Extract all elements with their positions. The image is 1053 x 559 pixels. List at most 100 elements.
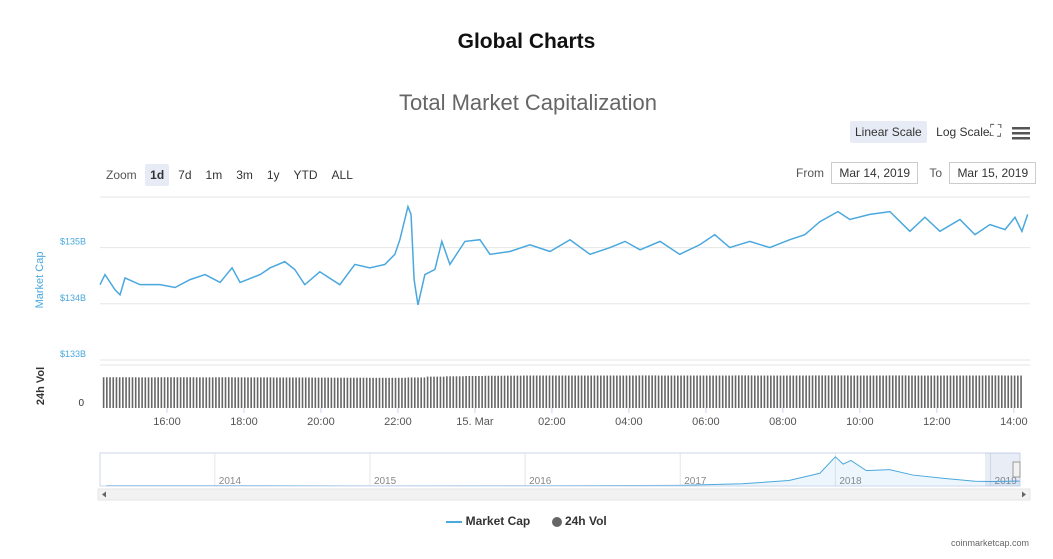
volume-bar xyxy=(628,375,631,408)
volume-bar xyxy=(304,377,307,408)
zoom-button[interactable]: 3m xyxy=(236,168,253,182)
volume-bar xyxy=(872,375,875,408)
zoom-button[interactable]: 1y xyxy=(266,168,280,182)
volume-bar xyxy=(638,375,641,408)
volume-bar xyxy=(920,375,923,408)
volume-bar xyxy=(234,377,236,408)
volume-bar xyxy=(211,377,214,408)
volume-bar xyxy=(208,377,211,408)
volume-bar xyxy=(510,375,512,408)
volume-bar xyxy=(446,376,448,408)
navigator-handle[interactable] xyxy=(1012,461,1021,478)
volume-bar xyxy=(975,375,977,408)
volume-bar xyxy=(895,375,897,408)
volume-bar xyxy=(381,377,384,408)
volume-bar xyxy=(644,375,647,408)
x-tick-label: 22:00 xyxy=(384,416,412,428)
volume-bar xyxy=(144,377,147,408)
volume-bar xyxy=(288,377,291,408)
zoom-button[interactable]: 1m xyxy=(205,168,223,182)
volume-bar xyxy=(904,375,907,408)
legend-item[interactable]: Market Cap xyxy=(446,514,530,528)
range-controls: From Mar 14, 2019 To Mar 15, 2019 xyxy=(796,162,1037,184)
volume-bar xyxy=(545,375,548,408)
volume-bar xyxy=(526,375,528,408)
volume-bar xyxy=(535,375,538,408)
y-tick-label: 0 xyxy=(78,398,84,409)
volume-bar xyxy=(532,375,535,408)
volume-bar xyxy=(340,377,342,408)
volume-bar xyxy=(1017,375,1019,408)
volume-bar xyxy=(417,377,419,408)
x-tick-label: 16:00 xyxy=(153,416,181,428)
volume-bar xyxy=(369,377,371,408)
volume-bar xyxy=(968,375,971,408)
volume-bar xyxy=(792,375,795,408)
log-scale-button[interactable]: Log Scale xyxy=(936,125,990,139)
volume-bar xyxy=(365,377,368,408)
volume-bar xyxy=(468,375,471,408)
to-input[interactable]: Mar 15, 2019 xyxy=(949,162,1037,184)
volume-bar xyxy=(705,375,708,408)
volume-bar xyxy=(311,377,313,408)
volume-bar xyxy=(349,377,352,408)
volume-bar xyxy=(183,377,185,408)
from-input[interactable]: Mar 14, 2019 xyxy=(831,162,919,184)
scroll-left[interactable] xyxy=(102,491,106,498)
volume-bar xyxy=(837,375,840,408)
legend-item[interactable]: 24h Vol xyxy=(551,514,607,528)
zoom-button[interactable]: 7d xyxy=(178,168,192,182)
menu-icon[interactable] xyxy=(1012,127,1030,141)
volume-bar xyxy=(721,375,724,408)
navigator-tick-label: 2014 xyxy=(219,476,242,487)
volume-bar xyxy=(199,377,201,408)
zoom-button[interactable]: YTD xyxy=(293,168,318,182)
volume-bar xyxy=(798,375,801,408)
volume-bar xyxy=(863,375,865,408)
legend-label[interactable]: Market Cap xyxy=(465,514,531,528)
volume-bar xyxy=(134,377,137,408)
legend-label[interactable]: 24h Vol xyxy=(564,514,607,528)
credit: coinmarketcap.com xyxy=(950,538,1029,548)
volume-bar xyxy=(981,375,984,408)
volume-bar xyxy=(343,377,346,408)
volume-bar xyxy=(195,377,198,408)
volume-bar xyxy=(609,375,612,408)
volume-bar xyxy=(548,375,551,408)
zoom-button[interactable]: 1d xyxy=(145,164,170,186)
volume-bar xyxy=(927,375,929,408)
volume-bar xyxy=(943,375,945,408)
volume-bar xyxy=(776,375,779,408)
volume-bar xyxy=(898,375,900,408)
volume-bar xyxy=(619,375,621,408)
volume-bar xyxy=(622,375,625,408)
volume-bar xyxy=(385,377,387,408)
volume-bar xyxy=(725,375,727,408)
volume-bar xyxy=(407,377,410,408)
volume-bar xyxy=(327,377,329,408)
volume-bar xyxy=(314,377,317,408)
volume-bar xyxy=(859,375,862,408)
legend: Market Cap 24h Vol xyxy=(0,514,1053,528)
zoom-button[interactable]: ALL xyxy=(331,168,353,182)
linear-scale-button[interactable]: Linear Scale xyxy=(850,121,927,143)
volume-bar xyxy=(484,375,487,408)
volume-bar xyxy=(516,375,519,408)
volume-bar xyxy=(282,377,285,408)
volume-bar xyxy=(490,375,493,408)
y-tick-label: $135B xyxy=(60,237,86,247)
scrollbar[interactable] xyxy=(97,488,1031,501)
volume-bar xyxy=(709,375,711,408)
volume-bar xyxy=(215,377,217,408)
scroll-right[interactable] xyxy=(1022,491,1026,498)
volume-bar xyxy=(189,377,192,408)
volume-bar xyxy=(696,375,698,408)
volume-bar xyxy=(109,377,111,408)
volume-bar xyxy=(834,375,836,408)
volume-bar xyxy=(449,376,451,408)
volume-bar xyxy=(997,375,1000,408)
fullscreen-icon[interactable]: ⛶ xyxy=(990,123,1002,140)
volume-bar xyxy=(410,377,413,408)
volume-bar xyxy=(150,377,153,408)
volume-bar xyxy=(519,375,522,408)
